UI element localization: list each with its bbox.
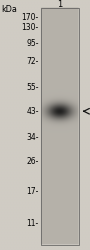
Text: 43-: 43-	[26, 108, 39, 116]
Text: 11-: 11-	[26, 219, 39, 228]
Text: 130-: 130-	[21, 22, 39, 32]
Text: 95-: 95-	[26, 39, 39, 48]
Text: 26-: 26-	[26, 158, 39, 166]
Text: kDa: kDa	[1, 5, 17, 14]
Text: 55-: 55-	[26, 82, 39, 92]
Text: 170-: 170-	[21, 12, 39, 22]
Text: 17-: 17-	[26, 188, 39, 196]
Text: 1: 1	[57, 0, 62, 9]
Bar	[41, 8, 79, 244]
Text: 72-: 72-	[26, 58, 39, 66]
Text: 34-: 34-	[26, 132, 39, 141]
